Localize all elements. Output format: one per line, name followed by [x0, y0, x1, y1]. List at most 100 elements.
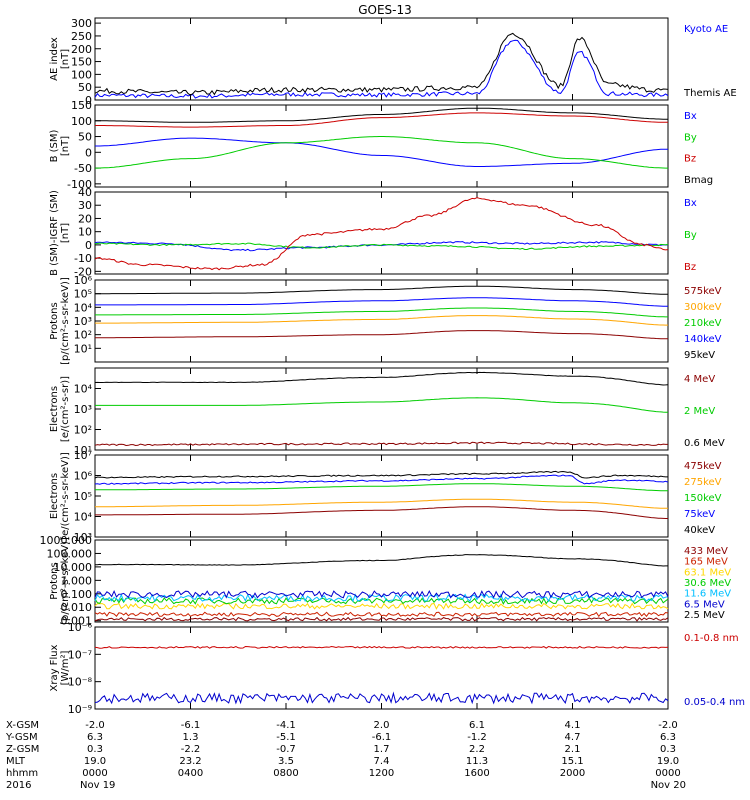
- series-line-63-1-mev: [94, 602, 669, 610]
- x-tick-label: 2.0: [374, 720, 390, 731]
- x-tick-label: 1600: [464, 768, 489, 779]
- legend-label: 165 MeV: [684, 557, 728, 568]
- y-tick-label: 10¹: [74, 444, 92, 457]
- legend-label: 0.05-0.4 nm: [684, 697, 745, 708]
- panel-electrons_kev: 10³ 10⁴ 10⁵ 10⁶ 10⁷ Electrons [e/(cm²-s-sr-keV…: [49, 449, 722, 544]
- x-tick-label: -6.1: [372, 732, 392, 743]
- y-tick-label: 40: [78, 186, 92, 199]
- y-tick-label: 150: [71, 99, 92, 112]
- series-line-275kev: [95, 498, 668, 509]
- y-tick-label: 250: [71, 30, 92, 43]
- y-tick-label: 10⁻⁷: [68, 648, 92, 661]
- panel-frame: [94, 17, 669, 101]
- y-axis-label: [nT]: [60, 49, 71, 69]
- y-tick-label: -20: [74, 265, 92, 278]
- y-tick-label: 0: [85, 239, 92, 252]
- panel-frame: [94, 454, 669, 538]
- x-tick-label: 2.2: [469, 744, 485, 755]
- y-tick-label: 300: [71, 17, 92, 30]
- x-tick-label: 0800: [273, 768, 298, 779]
- y-tick-label: 10⁻⁹: [68, 703, 92, 716]
- series-line-475kev: [95, 506, 668, 519]
- legend-label: 30.6 MeV: [684, 578, 731, 589]
- y-tick-label: 10⁶: [74, 274, 93, 287]
- y-axis-label: [e/(cm²-s-sr-keV)]: [60, 452, 71, 540]
- y-tick-label: -10: [74, 252, 92, 265]
- y-tick-label: 50: [78, 131, 92, 144]
- y-axis-label: Electrons: [49, 473, 60, 519]
- series-line-kyoto-ae: [94, 39, 669, 99]
- series-line-themis-ae: [94, 32, 669, 96]
- y-tick-label: 10⁴: [74, 511, 93, 524]
- legend-label: 0.6 MeV: [684, 438, 725, 449]
- series-line-bz: [95, 112, 668, 128]
- x-tick-label: 23.2: [179, 756, 201, 767]
- y-tick-label: 150: [71, 56, 92, 69]
- y-tick-label: 10.000: [54, 561, 93, 574]
- x-tick-label: 2.1: [565, 744, 581, 755]
- legend-label: 575keV: [684, 286, 722, 297]
- y-tick-label: -50: [74, 162, 92, 175]
- x-tick-label: -2.0: [658, 720, 678, 731]
- series-line-bmag: [95, 107, 668, 123]
- legend-label: 150keV: [684, 493, 722, 504]
- x-tick-label: -0.7: [276, 744, 296, 755]
- series-line-433-mev: [94, 616, 669, 622]
- x-tick-label: 7.4: [374, 756, 390, 767]
- y-axis-label: B (SM): [49, 129, 60, 162]
- series-line-140kev: [95, 297, 669, 307]
- y-tick-label: 10³: [74, 531, 92, 544]
- y-axis-label: AE index: [49, 37, 60, 81]
- legend-label: Bz: [684, 262, 696, 273]
- y-tick-label: 1000.000: [40, 534, 93, 547]
- y-tick-label: 0: [85, 94, 92, 107]
- legend-label: Kyoto AE: [684, 24, 728, 35]
- panel-bsm: -100 -50 0 50 100 150 B (SM) [nT] Bx By Bz Bmag: [49, 99, 713, 191]
- x-tick-label: -5.1: [276, 732, 296, 743]
- legend-label: 6.5 MeV: [684, 599, 725, 610]
- x-tick-label: 15.1: [561, 756, 583, 767]
- series-line-bz: [94, 197, 669, 271]
- legend-label: 63.1 MeV: [684, 567, 731, 578]
- series-line-4-mev: [94, 441, 668, 447]
- y-axis-label: Xray Flux: [49, 644, 60, 691]
- y-tick-label: 10³: [74, 403, 92, 416]
- x-tick-label: 1.7: [374, 744, 390, 755]
- legend-label: 433 MeV: [684, 546, 728, 557]
- panel-frame: [94, 279, 669, 363]
- y-tick-label: 10⁵: [74, 490, 92, 503]
- series-line-210kev: [95, 307, 668, 318]
- legend-label: 140keV: [684, 334, 722, 345]
- legend-label: 40keV: [684, 525, 715, 536]
- panel-electrons_mev: 10¹ 10² 10³ 10⁴ Electrons [e/(cm²-s-sr)] 4 MeV…: [49, 367, 725, 457]
- x-tick-label: 6.3: [660, 732, 676, 743]
- panel-frame: [94, 626, 669, 710]
- legend-label: 75keV: [684, 509, 715, 520]
- x-tick-label: -1.2: [467, 732, 487, 743]
- y-tick-label: 0.001: [61, 615, 93, 628]
- y-tick-label: 30: [78, 199, 92, 212]
- y-tick-label: 50: [78, 81, 92, 94]
- y-tick-label: 1.000: [61, 574, 93, 587]
- x-tick-label: -6.1: [181, 720, 201, 731]
- legend-label: 475keV: [684, 461, 722, 472]
- x-tick-label: -2.2: [181, 744, 201, 755]
- x-tick-label: 4.7: [565, 732, 581, 743]
- legend-label: 2.5 MeV: [684, 610, 725, 621]
- y-tick-label: 10⁻⁸: [68, 676, 93, 689]
- x-tick-label: 4.1: [565, 720, 581, 731]
- y-axis-label: [p/(cm²-s-sr-keV)]: [60, 537, 71, 625]
- legend-label: Themis AE: [683, 88, 737, 99]
- figure-title: GOES-13: [358, 3, 412, 17]
- series-line-30-6-mev: [94, 597, 669, 605]
- panel-frame: [94, 191, 669, 275]
- y-tick-label: 0.100: [61, 588, 93, 601]
- y-axis-label: B (SM)-IGRF (SM): [49, 190, 60, 276]
- y-axis-label: Protons: [49, 562, 60, 599]
- y-tick-label: 10¹: [74, 342, 92, 355]
- y-tick-label: 100.000: [47, 547, 93, 560]
- y-tick-label: 10⁵: [74, 288, 92, 301]
- legend-label: Bx: [684, 198, 697, 209]
